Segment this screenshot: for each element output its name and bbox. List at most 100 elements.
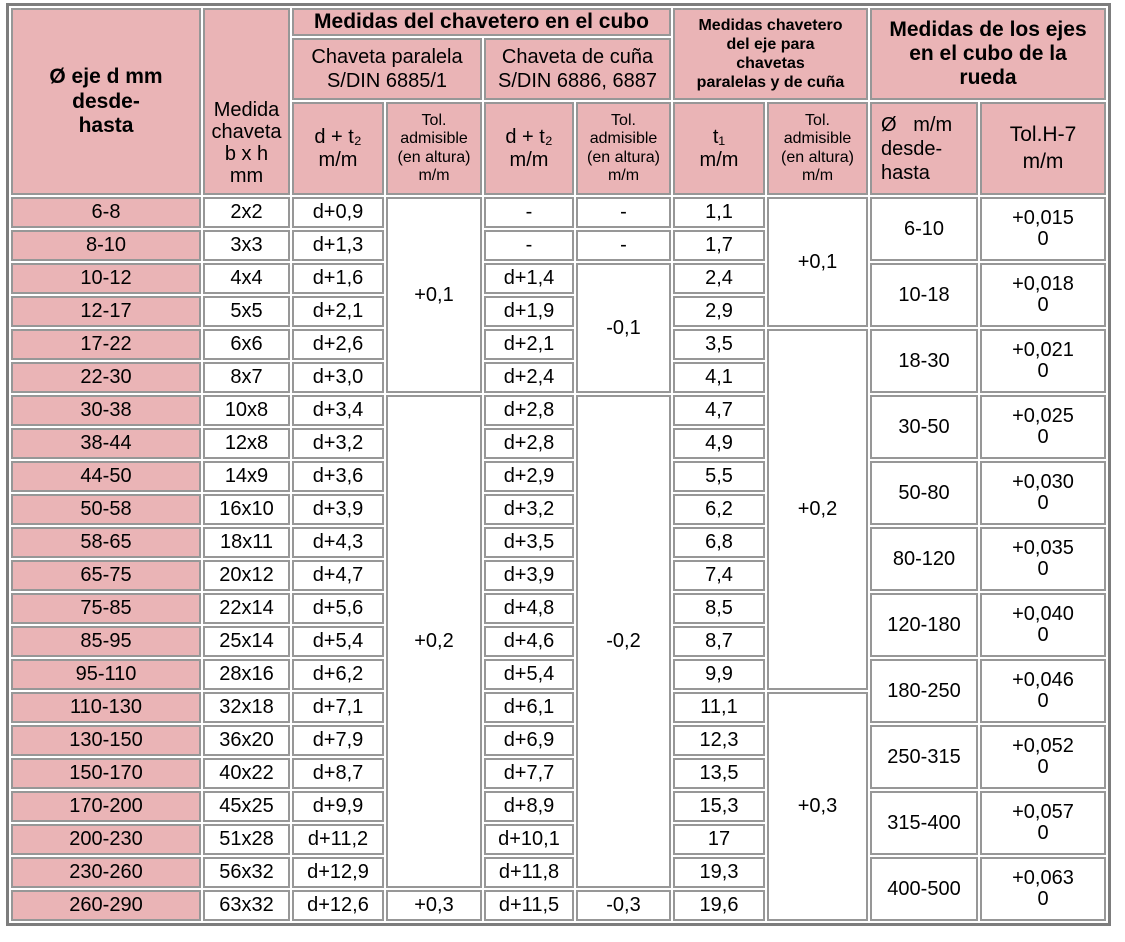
key-size-cell: 25x14 [203, 626, 290, 658]
header-group-wedge-key: Chaveta de cuña S/DIN 6886, 6887 [484, 38, 671, 101]
key-size-cell: 16x10 [203, 494, 290, 526]
wedge-dt2-cell: d+7,7 [484, 758, 574, 790]
table-row: 200-230 51x28 d+11,2 d+10,1 17 [11, 824, 1106, 856]
header-hub-range: Ø m/m desde- hasta [870, 102, 978, 196]
key-size-cell: 32x18 [203, 692, 290, 724]
t1-cell: 4,7 [673, 395, 765, 427]
shaft-range-cell: 17-22 [11, 329, 201, 361]
key-size-cell: 2x2 [203, 197, 290, 229]
table-row: 170-200 45x25 d+9,9 d+8,9 15,3 315-400 +0,057 … [11, 791, 1106, 856]
wedge-dt2-cell: d+1,4 [484, 263, 574, 295]
key-size-cell: 40x22 [203, 758, 290, 790]
t1-cell: 9,9 [673, 659, 765, 691]
table-row: 230-260 56x32 d+12,9 d+11,8 19,3 400-500 +0,06… [11, 857, 1106, 922]
hub-range-cell: 400-500 [870, 857, 978, 922]
parallel-dt2-cell: d+6,2 [292, 659, 384, 691]
t1-cell: 13,5 [673, 758, 765, 790]
parallel-dt2-cell: d+3,6 [292, 461, 384, 493]
parallel-dt2-cell: d+3,2 [292, 428, 384, 460]
wedge-tol-cell: - [576, 197, 671, 229]
parallel-tol-cell: +0,2 [386, 395, 482, 889]
wedge-tol-cell: - [576, 230, 671, 262]
parallel-tol-cell: +0,1 [386, 197, 482, 394]
wedge-tol-cell: -0,2 [576, 395, 671, 889]
parallel-dt2-cell: d+1,3 [292, 230, 384, 262]
shaft-range-cell: 95-110 [11, 659, 201, 691]
t1-cell: 19,3 [673, 857, 765, 889]
t1-cell: 19,6 [673, 890, 765, 922]
hub-tol-cell: +0,021 0 [980, 329, 1106, 394]
t1-cell: 6,2 [673, 494, 765, 526]
shaft-range-cell: 75-85 [11, 593, 201, 625]
key-size-cell: 51x28 [203, 824, 290, 856]
t1-cell: 6,8 [673, 527, 765, 559]
table-row: 22-30 8x7 d+3,0 d+2,4 4,1 [11, 362, 1106, 394]
parallel-dt2-cell: d+3,0 [292, 362, 384, 394]
hub-range-cell: 250-315 [870, 725, 978, 790]
t1-cell: 2,9 [673, 296, 765, 328]
table-row: 8-10 3x3 d+1,3- -1,7 [11, 230, 1106, 262]
hub-range-cell: 80-120 [870, 527, 978, 592]
shaft-range-cell: 22-30 [11, 362, 201, 394]
table-row: 17-22 6x6 d+2,6 d+2,1 3,5 +0,2 18-30 +0,021 0 [11, 329, 1106, 691]
shaft-range-cell: 50-58 [11, 494, 201, 526]
key-size-cell: 6x6 [203, 329, 290, 361]
key-size-cell: 4x4 [203, 263, 290, 295]
wedge-dt2-cell: d+8,9 [484, 791, 574, 823]
wedge-dt2-cell: - [484, 197, 574, 229]
hub-range-cell: 315-400 [870, 791, 978, 856]
shaft-range-cell: 10-12 [11, 263, 201, 295]
wedge-dt2-cell: d+2,4 [484, 362, 574, 394]
table-row: 75-85 22x14 d+5,6 d+4,8 8,5 120-180 +0,040 0 [11, 593, 1106, 658]
header-parallel-dt2: d + t₂ m/m [292, 102, 384, 196]
parallel-dt2-cell: d+2,6 [292, 329, 384, 361]
t1-cell: 1,1 [673, 197, 765, 229]
header-group-hub-keyway: Medidas del chavetero en el cubo [292, 8, 671, 37]
header-wedge-dt2: d + t₂ m/m [484, 102, 574, 196]
wedge-dt2-cell: d+6,1 [484, 692, 574, 724]
key-size-cell: 18x11 [203, 527, 290, 559]
t1-cell: 4,9 [673, 428, 765, 460]
wedge-dt2-cell: d+11,8 [484, 857, 574, 889]
header-parallel-tolerance: Tol. admisible (en altura) m/m [386, 102, 482, 196]
shaft-range-cell: 85-95 [11, 626, 201, 658]
table-row: 10-12 4x4 d+1,6 d+1,4 -0,1 2,4 10-18 +0,018 0 [11, 263, 1106, 394]
t1-cell: 8,7 [673, 626, 765, 658]
hub-range-cell: 50-80 [870, 461, 978, 526]
table-row: 58-65 18x11 d+4,3 d+3,5 6,8 80-120 +0,035 0 [11, 527, 1106, 592]
table-row: 44-50 14x9 d+3,6 d+2,9 5,5 50-80 +0,030 0 [11, 461, 1106, 526]
hub-range-cell: 180-250 [870, 659, 978, 724]
parallel-dt2-cell: d+0,9 [292, 197, 384, 229]
shaft-range-cell: 150-170 [11, 758, 201, 790]
t1-cell: 5,5 [673, 461, 765, 493]
key-size-cell: 12x8 [203, 428, 290, 460]
hub-tol-cell: +0,040 0 [980, 593, 1106, 658]
parallel-dt2-cell: d+2,1 [292, 296, 384, 328]
parallel-tol-cell: +0,3 [386, 890, 482, 922]
wedge-dt2-cell: d+11,5 [484, 890, 574, 922]
hub-tol-cell: +0,052 0 [980, 725, 1106, 790]
wedge-tol-cell: -0,3 [576, 890, 671, 922]
wedge-dt2-cell: d+2,1 [484, 329, 574, 361]
t1-cell: 7,4 [673, 560, 765, 592]
hub-tol-cell: +0,063 0 [980, 857, 1106, 922]
wedge-dt2-cell: d+2,8 [484, 395, 574, 427]
key-size-cell: 36x20 [203, 725, 290, 757]
t1-cell: 3,5 [673, 329, 765, 361]
header-shaft-tolerance: Tol. admisible (en altura) m/m [767, 102, 868, 196]
parallel-dt2-cell: d+7,1 [292, 692, 384, 724]
shaft-range-cell: 12-17 [11, 296, 201, 328]
parallel-dt2-cell: d+4,3 [292, 527, 384, 559]
shaft-range-cell: 8-10 [11, 230, 201, 262]
shaft-range-cell: 30-38 [11, 395, 201, 427]
parallel-dt2-cell: d+9,9 [292, 791, 384, 823]
table-row: 30-38 10x8 d+3,4 +0,2 d+2,8 -0,2 4,7 30-50 +0,02… [11, 395, 1106, 889]
header-wedge-tolerance: Tol. admisible (en altura) m/m [576, 102, 671, 196]
hub-range-cell: 30-50 [870, 395, 978, 460]
shaft-range-cell: 260-290 [11, 890, 201, 922]
table-row: 260-290 63x32 d+12,6 +0,3 d+11,5 -0,3 19,6 [11, 890, 1106, 922]
t1-cell: 2,4 [673, 263, 765, 295]
wedge-dt2-cell: d+3,9 [484, 560, 574, 592]
table-row: 110-130 32x18 d+7,1 d+6,1 11,1 +0,3 [11, 692, 1106, 922]
parallel-dt2-cell: d+5,4 [292, 626, 384, 658]
